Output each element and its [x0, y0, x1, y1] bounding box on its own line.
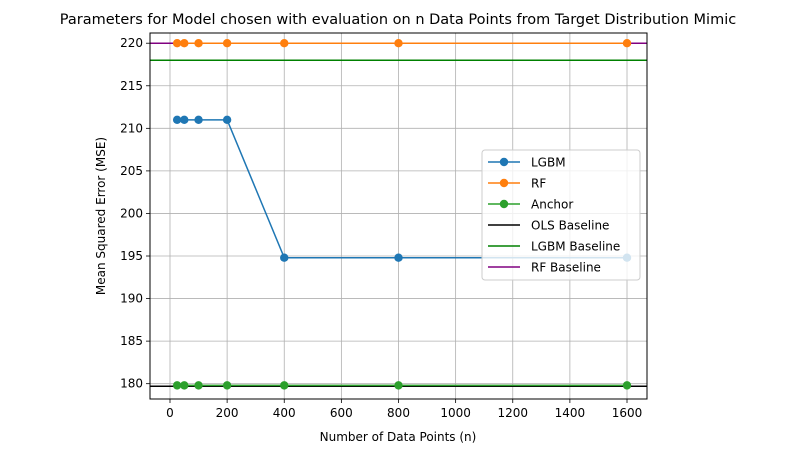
legend-swatch-marker — [499, 157, 509, 167]
data-point-rf — [172, 39, 182, 48]
legend-item-ols-baseline: OLS Baseline — [488, 219, 609, 233]
data-point-rf — [622, 39, 632, 48]
data-point-rf — [394, 39, 403, 48]
x-axis: 0 200 400 600 800 1000 1200 1400 1600 — [166, 399, 642, 420]
data-point-rf — [222, 39, 232, 48]
y-tick-label: 205 — [120, 164, 143, 178]
x-tick-label: 1200 — [497, 406, 528, 420]
x-axis-label: Number of Data Points (n) — [320, 430, 477, 444]
y-tick-label: 185 — [120, 334, 143, 348]
data-point-lgbm — [194, 115, 203, 125]
legend-label: LGBM Baseline — [531, 240, 620, 254]
legend-item-lgbm-baseline: LGBM Baseline — [488, 240, 620, 254]
data-point-anchor — [280, 381, 289, 390]
data-point-rf — [194, 39, 203, 48]
data-point-anchor — [180, 381, 189, 390]
legend-item-rf: RF — [488, 177, 546, 191]
legend-item-anchor: Anchor — [488, 198, 573, 212]
y-axis-label: Mean Squared Error (MSE) — [94, 137, 108, 295]
series — [172, 39, 632, 390]
x-tick-label: 400 — [273, 406, 296, 420]
x-tick-label: 1000 — [440, 406, 471, 420]
data-point-anchor — [194, 381, 203, 390]
data-point-anchor — [222, 381, 232, 390]
y-tick-label: 190 — [120, 292, 143, 306]
data-point-lgbm — [180, 115, 189, 125]
y-tick-label: 180 — [120, 377, 143, 391]
data-point-lgbm — [222, 115, 232, 125]
y-tick-label: 215 — [120, 79, 143, 93]
legend-item-lgbm: LGBM — [488, 156, 566, 170]
x-tick-label: 800 — [387, 406, 410, 420]
y-tick-label: 210 — [120, 121, 143, 135]
data-point-anchor — [394, 381, 403, 390]
legend-swatch-marker — [499, 178, 509, 188]
series-lgbm — [172, 115, 632, 262]
series-rf — [172, 39, 632, 48]
data-point-lgbm — [394, 253, 403, 262]
y-axis: 180 185 190 195 200 205 210 215 220 — [120, 36, 150, 391]
data-point-lgbm — [172, 115, 182, 125]
x-tick-label: 200 — [216, 406, 239, 420]
chart-title: Parameters for Model chosen with evaluat… — [60, 12, 736, 28]
data-point-rf — [180, 39, 189, 48]
data-point-anchor — [172, 381, 182, 390]
data-point-anchor — [622, 381, 632, 390]
legend-label: RF Baseline — [531, 261, 601, 275]
legend-box — [481, 149, 641, 281]
y-tick-label: 195 — [120, 249, 143, 263]
legend-label: Anchor — [531, 198, 573, 212]
x-tick-label: 1400 — [555, 406, 586, 420]
data-point-lgbm — [280, 253, 289, 262]
x-tick-label: 1600 — [612, 406, 643, 420]
y-tick-label: 220 — [120, 36, 143, 50]
legend-label: OLS Baseline — [531, 219, 609, 233]
legend-label: RF — [531, 177, 546, 191]
data-point-rf — [280, 39, 289, 48]
legend-item-rf-baseline: RF Baseline — [488, 261, 601, 275]
x-tick-label: 600 — [330, 406, 353, 420]
legend-label: LGBM — [531, 156, 566, 170]
legend: LGBM RF Anchor OLS Baseline LGBM Baseline RF … — [481, 149, 641, 281]
y-tick-label: 200 — [120, 206, 143, 220]
legend-swatch-marker — [499, 199, 509, 209]
x-tick-label: 0 — [166, 406, 174, 420]
series-anchor — [172, 381, 632, 390]
